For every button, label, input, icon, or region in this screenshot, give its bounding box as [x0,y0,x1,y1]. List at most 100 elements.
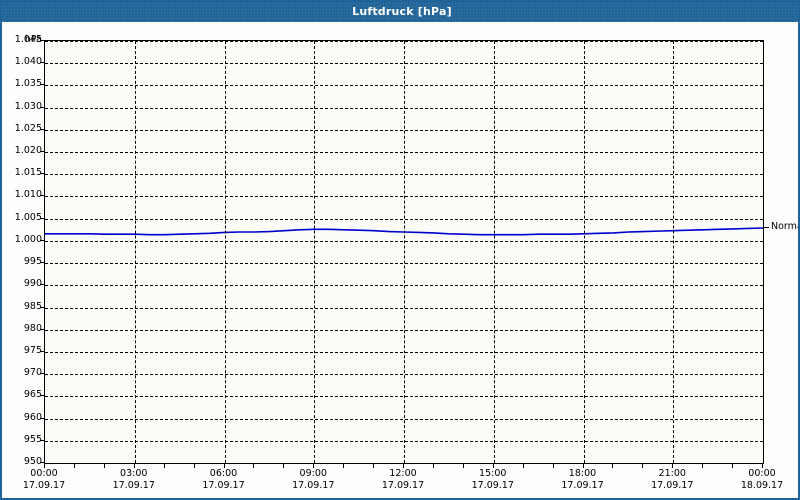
x-axis-tick-time: 00:00 [30,468,58,479]
y-axis-tick [40,395,44,397]
x-axis-tick-time: 15:00 [479,468,507,479]
y-axis-tick-label: 960 [23,411,42,423]
y-axis-tick-label: 1.035 [14,78,42,90]
x-axis-minor-tick [612,463,614,468]
y-axis-tick-label: 990 [23,278,42,290]
x-axis-minor-tick [73,463,75,468]
x-axis-minor-tick [492,463,494,468]
x-axis-minor-tick [313,463,315,468]
x-axis-tick-time: 09:00 [299,468,327,479]
x-axis-minor-tick [672,463,674,468]
x-gridline [583,41,585,463]
x-axis-minor-tick [373,463,375,468]
legend-tick-mark [763,227,769,228]
x-axis-tick-time: 18:00 [568,468,597,479]
y-axis-tick [40,62,44,64]
y-axis-tick-label: 955 [23,433,42,445]
y-axis-tick [40,151,44,153]
y-axis-tick-label: 995 [23,256,42,268]
y-axis-tick-label: 1.045 [14,34,42,45]
y-axis-tick-label: 950 [23,456,42,467]
y-axis-tick [40,350,44,352]
x-axis-minor-tick [283,463,285,468]
x-axis-minor-tick [193,463,195,468]
y-axis-tick-label: 980 [23,322,42,334]
y-axis-unit-label: hPa [24,34,42,45]
y-axis-tick-label: 1.020 [14,145,42,157]
x-axis-tick-label: 03:00 17.09.17 [94,468,174,492]
page-title: Luftdruck [hPa] [352,5,452,18]
y-axis-tick [40,328,44,330]
chart-canvas: hPa 1.045 1.040 1.035 1.030 1.025 1.020 1.015 1… [2,22,798,498]
y-axis-tick-label: 1.030 [14,100,42,112]
y-axis-tick-label: 1.010 [14,189,42,201]
x-axis-minor-tick [432,463,434,468]
x-axis-tick-label: 09:00 17.09.17 [273,468,353,492]
x-axis-tick-label: 00:00 17.09.17 [4,468,84,492]
y-axis-tick [40,262,44,264]
y-axis-tick [40,439,44,441]
x-axis-tick-time: 21:00 [658,468,686,479]
x-axis-minor-tick [702,463,704,468]
y-axis-tick-label: 1.040 [14,56,42,68]
y-axis-tick [40,417,44,419]
x-axis-tick-time: 03:00 [120,468,148,479]
y-axis-tick-label: 1.005 [14,211,42,223]
x-axis-tick-date: 17.09.17 [202,480,245,491]
x-gridline [673,41,675,463]
x-axis-minor-tick [462,463,464,468]
plot-inner [45,41,763,463]
x-axis-minor-tick [552,463,554,468]
x-axis-tick-time: 12:00 [389,468,417,479]
x-axis-tick-label: 06:00 17.09.17 [184,468,264,492]
x-axis-minor-tick [522,463,524,468]
x-axis-tick-label: 18:00 17.09.17 [543,468,623,492]
x-axis-minor-tick [44,463,45,468]
x-axis-tick-time: 00:00 [748,468,776,479]
x-axis-minor-tick [343,463,345,468]
x-axis-tick-label: 21:00 17.09.17 [632,468,712,492]
y-axis-tick [40,217,44,219]
y-axis-tick [40,284,44,286]
window-titlebar: Luftdruck [hPa] [2,2,798,22]
x-axis-minor-tick [762,463,763,468]
y-axis-tick [40,173,44,175]
y-axis-tick-label: 985 [23,300,42,312]
y-axis-tick [40,239,44,241]
x-axis-minor-tick [103,463,105,468]
x-axis-tick-date: 17.09.17 [651,480,694,491]
x-axis-minor-tick [253,463,255,468]
x-axis-tick-date: 17.09.17 [292,480,335,491]
y-axis-tick-label: 1.025 [14,122,42,134]
x-gridline [314,41,316,463]
y-axis-tick [40,40,44,41]
x-axis-tick-date: 17.09.17 [22,480,66,491]
y-axis-tick [40,128,44,130]
x-axis-minor-tick [403,463,404,468]
y-axis-tick-label: 1.000 [14,233,42,245]
y-axis-tick-label: 1.015 [14,167,42,179]
x-axis-tick-date: 17.09.17 [471,480,514,491]
x-axis-tick-date: 17.09.17 [561,480,604,491]
x-gridline [493,41,495,463]
plot-area [44,40,764,464]
x-gridline [224,41,226,463]
y-axis-tick [40,84,44,86]
y-axis-tick [40,373,44,375]
x-axis-tick-label: 15:00 17.09.17 [453,468,533,492]
x-axis-minor-tick [223,463,225,468]
legend-label-normal: Normal [771,221,798,232]
x-axis-tick-label: 12:00 17.09.17 [363,468,443,492]
x-axis-minor-tick [133,463,135,468]
x-axis-tick-label: 00:00 18.09.17 [722,468,798,492]
x-axis-minor-tick [732,463,734,468]
x-axis-tick-date: 17.09.17 [112,480,155,491]
y-axis-tick-label: 965 [23,389,42,401]
y-axis-tick [40,106,44,108]
y-axis-tick [40,306,44,308]
x-axis-minor-tick [642,463,644,468]
x-axis-tick-date: 17.09.17 [381,480,425,491]
x-gridline [404,41,405,463]
x-axis-minor-tick [582,463,584,468]
